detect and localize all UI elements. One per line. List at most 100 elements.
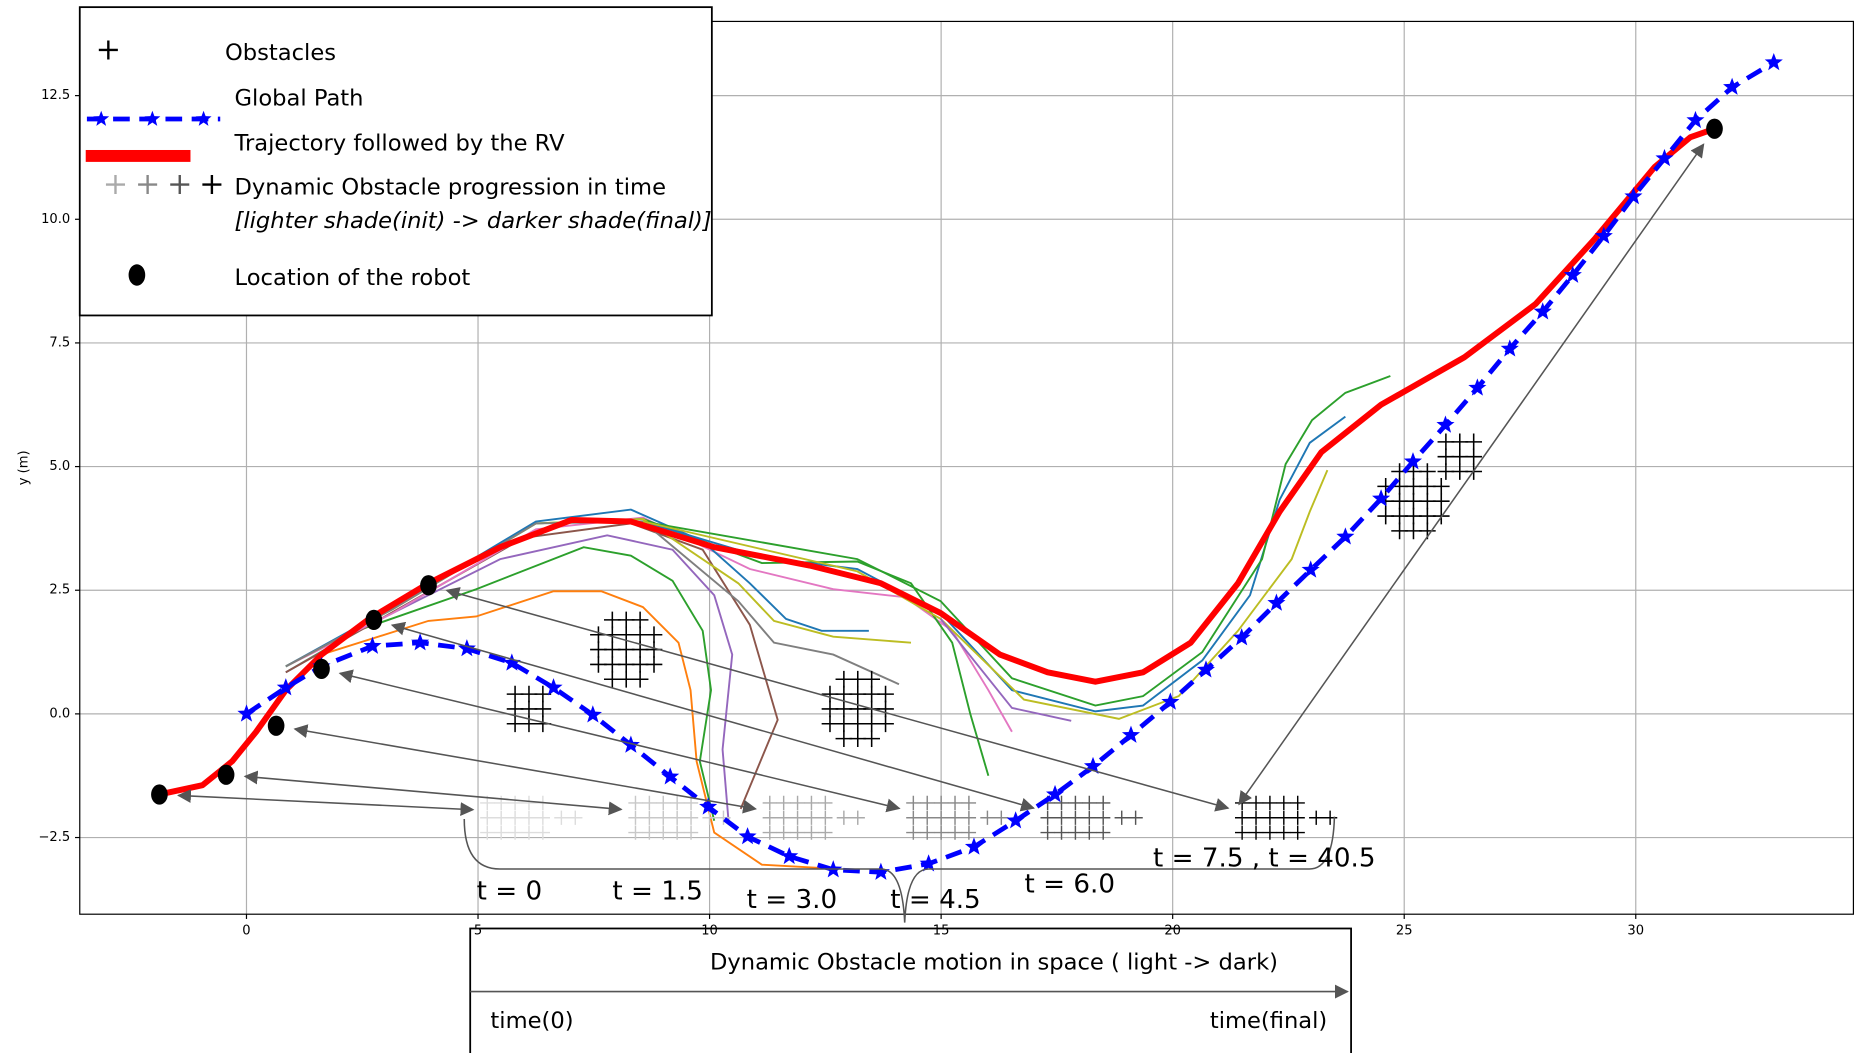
dynamic-obstacle xyxy=(836,810,852,825)
legend-label: Location of the robot xyxy=(235,265,471,291)
dynamic-obstacle xyxy=(480,825,495,840)
dynamic-obstacle xyxy=(642,825,657,840)
time-label: t = 0 xyxy=(477,877,542,907)
time-label: t = 4.5 xyxy=(890,885,980,915)
legend-marker xyxy=(93,110,110,126)
dynamic-obstacle xyxy=(1234,810,1250,825)
dynamic-obstacle xyxy=(1248,825,1264,840)
dynamic-obstacle xyxy=(683,825,699,840)
robot-location xyxy=(420,575,437,596)
dynamic-obstacle xyxy=(1082,810,1097,825)
y-tick-label: 5.0 xyxy=(49,459,70,474)
dynamic-obstacle xyxy=(1068,810,1083,825)
x-tick-label: 5 xyxy=(474,923,482,938)
dynamic-obstacle xyxy=(1128,810,1143,825)
legend-label: Global Path xyxy=(235,85,364,111)
legend-marker xyxy=(170,174,190,195)
dynamic-obstacle xyxy=(535,825,551,840)
x-tick-label: 15 xyxy=(933,923,950,938)
legend-marker xyxy=(202,174,222,195)
time-label: t = 7.5 , t = 40.5 xyxy=(1153,843,1376,873)
path-star xyxy=(1764,52,1783,71)
dynamic-obstacle xyxy=(980,810,995,825)
path-star xyxy=(919,854,938,872)
x-tick-label: 0 xyxy=(242,923,250,938)
time-label: t = 6.0 xyxy=(1025,869,1115,899)
y-tick-label: −2.5 xyxy=(38,830,70,845)
legend-marker xyxy=(144,110,161,126)
dynamic-obstacle xyxy=(906,810,921,825)
robot-location xyxy=(313,658,330,679)
dynamic-obstacle xyxy=(933,825,949,840)
time-start: time(0) xyxy=(490,1008,573,1034)
dynamic-obstacle xyxy=(762,810,777,825)
y-tick-label: 0.0 xyxy=(49,706,70,721)
dynamic-obstacle xyxy=(920,825,935,840)
path-star xyxy=(738,827,757,845)
dynamic-obstacle xyxy=(1248,810,1264,825)
dynamic-obstacle xyxy=(1290,810,1305,825)
path-star xyxy=(363,636,382,654)
path-star xyxy=(276,678,295,696)
dynamic-obstacle xyxy=(947,825,963,840)
y-tick-label: 2.5 xyxy=(49,583,70,598)
robot-location xyxy=(267,715,285,736)
dynamic-obstacle xyxy=(521,825,537,840)
dynamic-obstacle xyxy=(494,825,509,840)
time-end: time(final) xyxy=(1210,1008,1327,1034)
path-star xyxy=(964,837,984,855)
robot-location xyxy=(365,609,383,631)
x-tick-label: 10 xyxy=(701,923,718,938)
path-star xyxy=(871,862,890,880)
y-tick-label: 10.0 xyxy=(41,212,70,227)
dynamic-obstacle xyxy=(1040,825,1055,840)
dynamic-obstacle xyxy=(920,810,935,825)
dynamic-obstacle xyxy=(776,810,791,825)
y-axis-label: y (m) xyxy=(16,450,31,485)
dynamic-obstacle xyxy=(818,825,833,840)
robot-location xyxy=(217,764,235,785)
legend-label: Trajectory followed by the RV xyxy=(234,131,566,157)
dynamic-obstacle xyxy=(790,825,805,840)
legend: Obstacles Global Path Trajectory followed … xyxy=(78,6,713,317)
dynamic-obstacle xyxy=(776,825,791,840)
robot-location xyxy=(1706,118,1723,139)
dynamic-obstacle xyxy=(947,810,963,825)
dynamic-obstacle xyxy=(804,810,819,825)
legend-marker xyxy=(85,149,191,162)
time-label: t = 3.0 xyxy=(747,885,837,915)
dynamic-obstacle xyxy=(933,810,949,825)
dynamic-obstacle xyxy=(1096,810,1111,825)
time-brace xyxy=(463,816,1336,923)
dynamic-obstacle xyxy=(850,810,865,825)
legend-marker xyxy=(105,174,126,195)
legend-subtitle: [lighter shade(init) -> darker shade(fin… xyxy=(235,208,712,234)
legend-marker xyxy=(128,264,146,286)
time-box-title: Dynamic Obstacle motion in space ( light… xyxy=(710,950,1278,976)
dynamic-obstacle xyxy=(1276,810,1291,825)
dynamic-obstacle xyxy=(804,825,819,840)
time-label: t = 1.5 xyxy=(612,877,702,907)
dynamic-obstacle xyxy=(1262,825,1278,840)
time-arrow xyxy=(1238,143,1705,806)
x-tick-label: 30 xyxy=(1627,923,1644,938)
dynamic-obstacle xyxy=(1276,825,1291,840)
dynamic-obstacle xyxy=(1082,825,1097,840)
dynamic-obstacle xyxy=(1290,825,1305,840)
path-star xyxy=(1006,811,1025,829)
dynamic-obstacle xyxy=(628,825,643,840)
dynamic-obstacle xyxy=(1114,810,1129,825)
dynamic-obstacle xyxy=(1234,825,1250,840)
dynamic-obstacle xyxy=(961,810,977,825)
path-star xyxy=(1686,110,1705,129)
dynamic-obstacle xyxy=(670,825,685,840)
axes-frame xyxy=(79,20,1855,915)
dynamic-obstacle xyxy=(1309,810,1324,825)
dynamic-obstacle xyxy=(1054,810,1069,825)
path-star xyxy=(1723,77,1742,95)
time-arrow xyxy=(445,587,1230,812)
dynamic-obstacle xyxy=(507,825,523,840)
legend-marker xyxy=(98,40,118,60)
